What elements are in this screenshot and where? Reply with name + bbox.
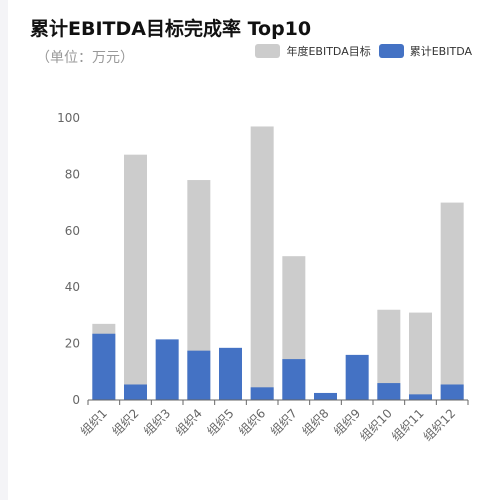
y-tick-label-80: 80 [65, 167, 80, 181]
y-tick-label-60: 60 [65, 224, 80, 238]
x-tick-label-3: 组织3 [141, 406, 173, 438]
actual-bar-10 [377, 383, 401, 400]
x-tick-label-7: 组织7 [268, 406, 300, 438]
legend-label-actual: 累计EBITDA [409, 45, 472, 58]
legend-item-target[interactable]: 年度EBITDA目标 [255, 43, 371, 59]
actual-bar-5 [219, 347, 242, 400]
target-bar-10 [377, 309, 401, 400]
y-tick-label-40: 40 [65, 280, 80, 294]
actual-bar-12 [440, 384, 464, 400]
y-tick-label-100: 100 [57, 111, 80, 125]
legend-item-actual[interactable]: 累计EBITDA [378, 43, 472, 59]
target-bar-12 [440, 202, 464, 400]
x-tick-label-8: 组织8 [299, 406, 331, 438]
legend-swatch-actual [378, 44, 404, 58]
actual-bar-11 [409, 394, 432, 400]
actual-bar-2 [124, 384, 147, 400]
x-tick-label-11: 组织11 [389, 406, 427, 444]
x-tick-label-2: 组织2 [109, 406, 141, 438]
actual-bar-3 [155, 339, 179, 400]
chart-subtitle: （单位：万元） [36, 50, 134, 66]
chart-title: 累计EBITDA目标完成率 Top10 [30, 18, 312, 40]
legend-label-target: 年度EBITDA目标 [286, 45, 371, 58]
actual-bar-8 [314, 392, 337, 400]
chart-legend: 年度EBITDA目标 累计EBITDA [255, 43, 472, 59]
x-tick-label-10: 组织10 [357, 406, 395, 444]
target-bar-4 [187, 180, 211, 400]
actual-bar-6 [250, 387, 274, 400]
target-bar-2 [124, 154, 147, 400]
x-tick-label-6: 组织6 [236, 406, 268, 438]
actual-bar-1 [92, 333, 116, 400]
x-tick-label-5: 组织5 [204, 406, 236, 438]
target-bar-6 [250, 126, 274, 401]
actual-bar-4 [187, 350, 211, 400]
x-tick-label-1: 组织1 [78, 406, 110, 438]
target-bar-11 [409, 312, 432, 400]
chart-card: 累计EBITDA目标完成率 Top10 （单位：万元） 年度EBITDA目标 累… [8, 0, 500, 500]
y-tick-label-20: 20 [65, 337, 80, 351]
y-tick-label-0: 0 [72, 393, 80, 407]
actual-bar-7 [282, 359, 306, 400]
x-tick-label-4: 组织4 [173, 406, 205, 438]
x-tick-label-12: 组织12 [421, 406, 459, 444]
legend-swatch-target [255, 44, 281, 58]
actual-bar-9 [345, 354, 369, 400]
